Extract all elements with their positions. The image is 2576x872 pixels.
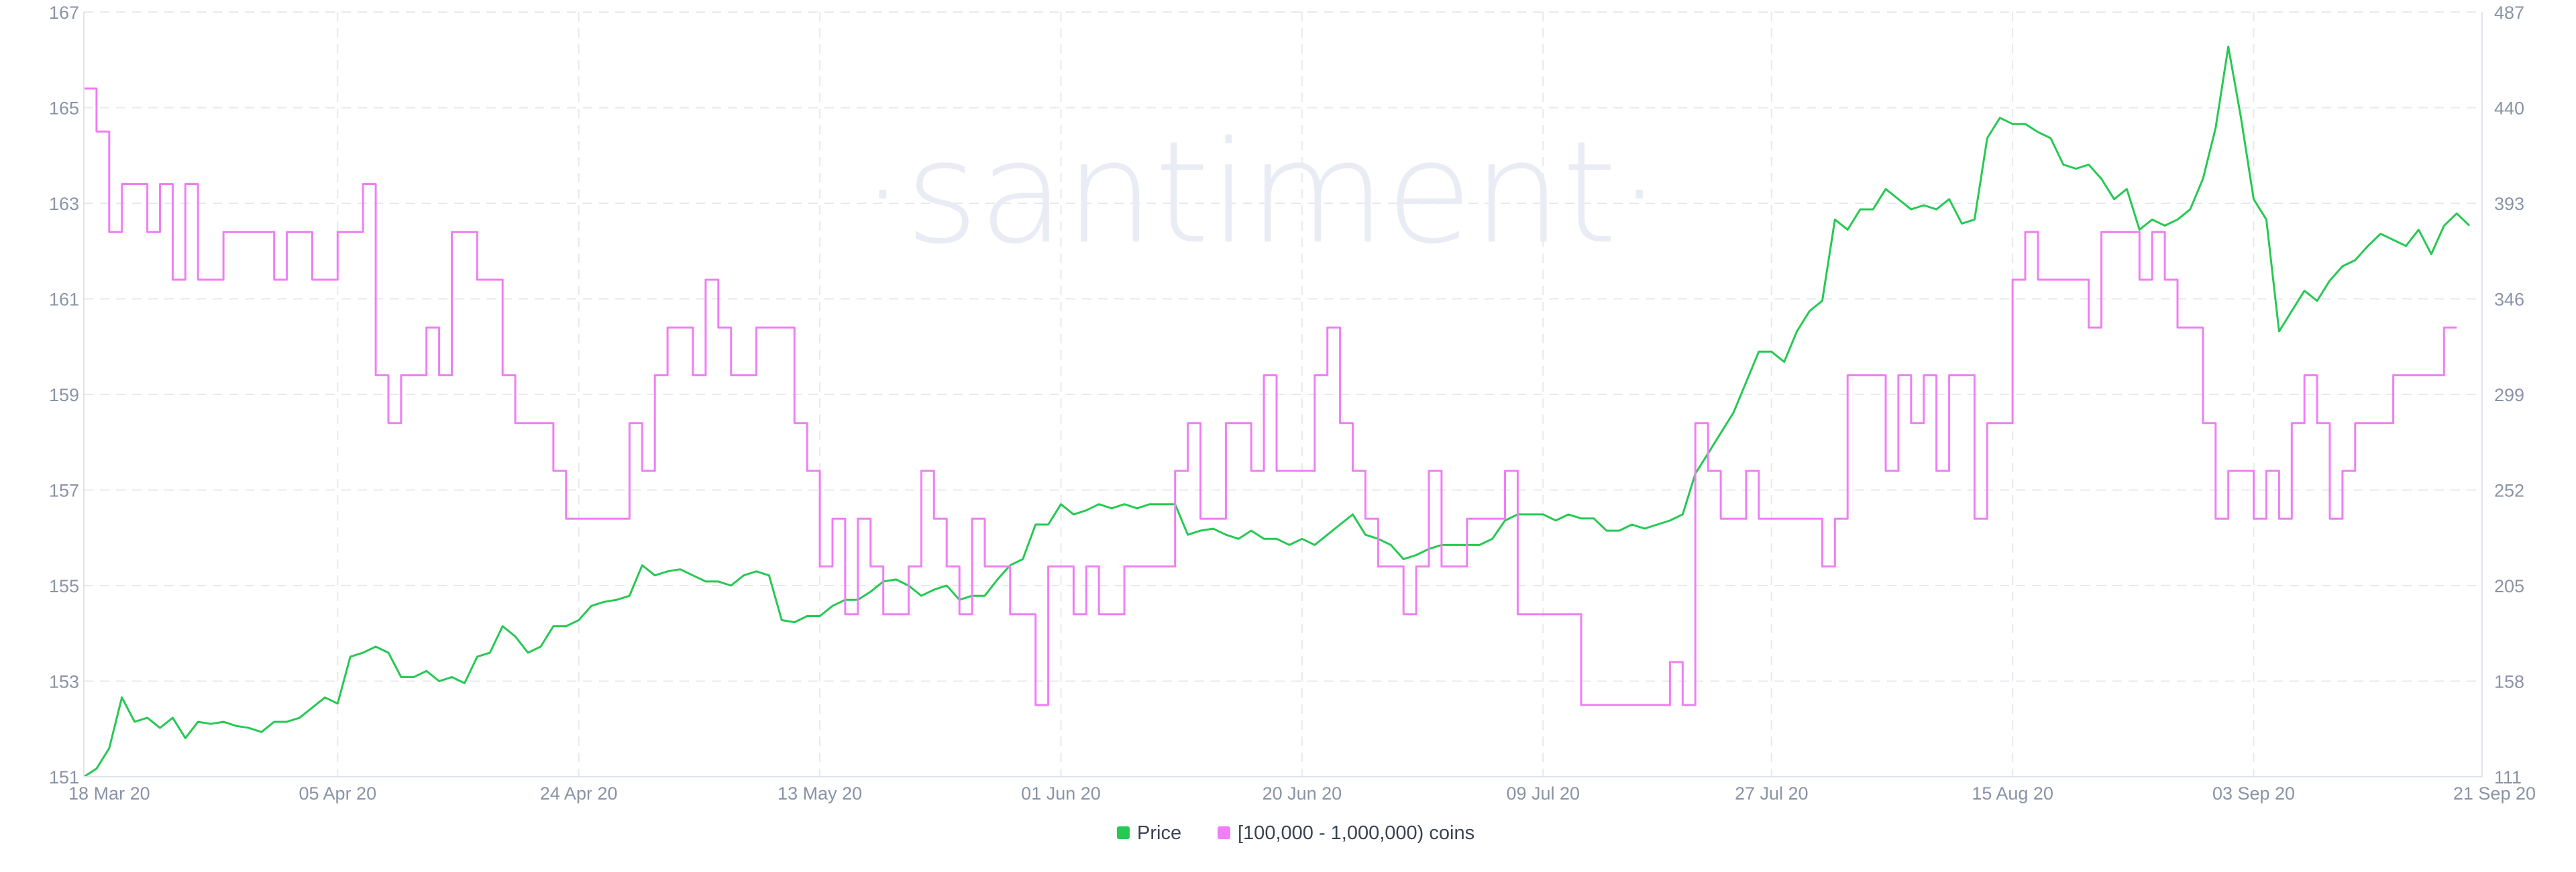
y-left-tick-label: 163 — [49, 194, 79, 214]
legend: Price [100,000 - 1,000,000) coins — [1117, 822, 1474, 844]
legend-swatch — [1218, 826, 1230, 839]
x-tick-label: 03 Sep 20 — [2212, 783, 2295, 804]
x-tick-label: 18 Mar 20 — [68, 783, 150, 804]
y-left-tick-label: 151 — [49, 767, 79, 787]
y-right-tick-label: 205 — [2494, 576, 2524, 596]
y-right-tick-label: 299 — [2494, 385, 2524, 405]
x-tick-label: 09 Jul 20 — [1506, 783, 1580, 804]
y-right-tick-label: 487 — [2494, 3, 2524, 23]
series-line-coins-holders — [84, 87, 2457, 706]
x-tick-label: 27 Jul 20 — [1735, 783, 1809, 804]
legend-label: [100,000 - 1,000,000) coins — [1238, 822, 1474, 844]
y-left-tick-label: 155 — [49, 576, 79, 596]
x-tick-label: 05 Apr 20 — [299, 783, 377, 804]
legend-swatch — [1117, 826, 1130, 839]
series-line-price — [83, 46, 2471, 778]
x-tick-label: 24 Apr 20 — [540, 783, 618, 804]
y-left-tick-label: 157 — [49, 481, 79, 501]
x-tick-label: 21 Sep 20 — [2453, 783, 2536, 804]
legend-label: Price — [1137, 822, 1181, 844]
y-left-tick-label: 161 — [49, 290, 79, 310]
santiment-watermark: ·santiment· — [861, 111, 1662, 275]
y-right-tick-label: 252 — [2494, 481, 2524, 501]
y-right-tick-label: 158 — [2494, 672, 2524, 692]
y-right-tick-label: 111 — [2494, 767, 2522, 787]
x-tick-label: 15 Aug 20 — [1972, 783, 2053, 804]
axes: 151 111 153 158 155 205 157 252 159 299 161 346 163 3… — [49, 3, 2536, 804]
y-left-tick-label: 153 — [49, 672, 79, 692]
x-tick-label: 13 May 20 — [777, 783, 862, 804]
y-right-tick-label: 393 — [2494, 194, 2524, 214]
series-lines — [83, 46, 2471, 778]
y-left-tick-label: 167 — [49, 3, 79, 23]
legend-item[interactable]: [100,000 - 1,000,000) coins — [1218, 822, 1474, 844]
x-tick-label: 20 Jun 20 — [1263, 783, 1342, 804]
y-left-tick-label: 165 — [49, 99, 79, 119]
grid — [84, 11, 2482, 777]
legend-item[interactable]: Price — [1117, 822, 1181, 844]
x-tick-label: 01 Jun 20 — [1021, 783, 1101, 804]
y-left-tick-label: 159 — [49, 385, 79, 405]
y-right-tick-label: 346 — [2494, 290, 2524, 310]
y-right-tick-label: 440 — [2494, 99, 2524, 119]
